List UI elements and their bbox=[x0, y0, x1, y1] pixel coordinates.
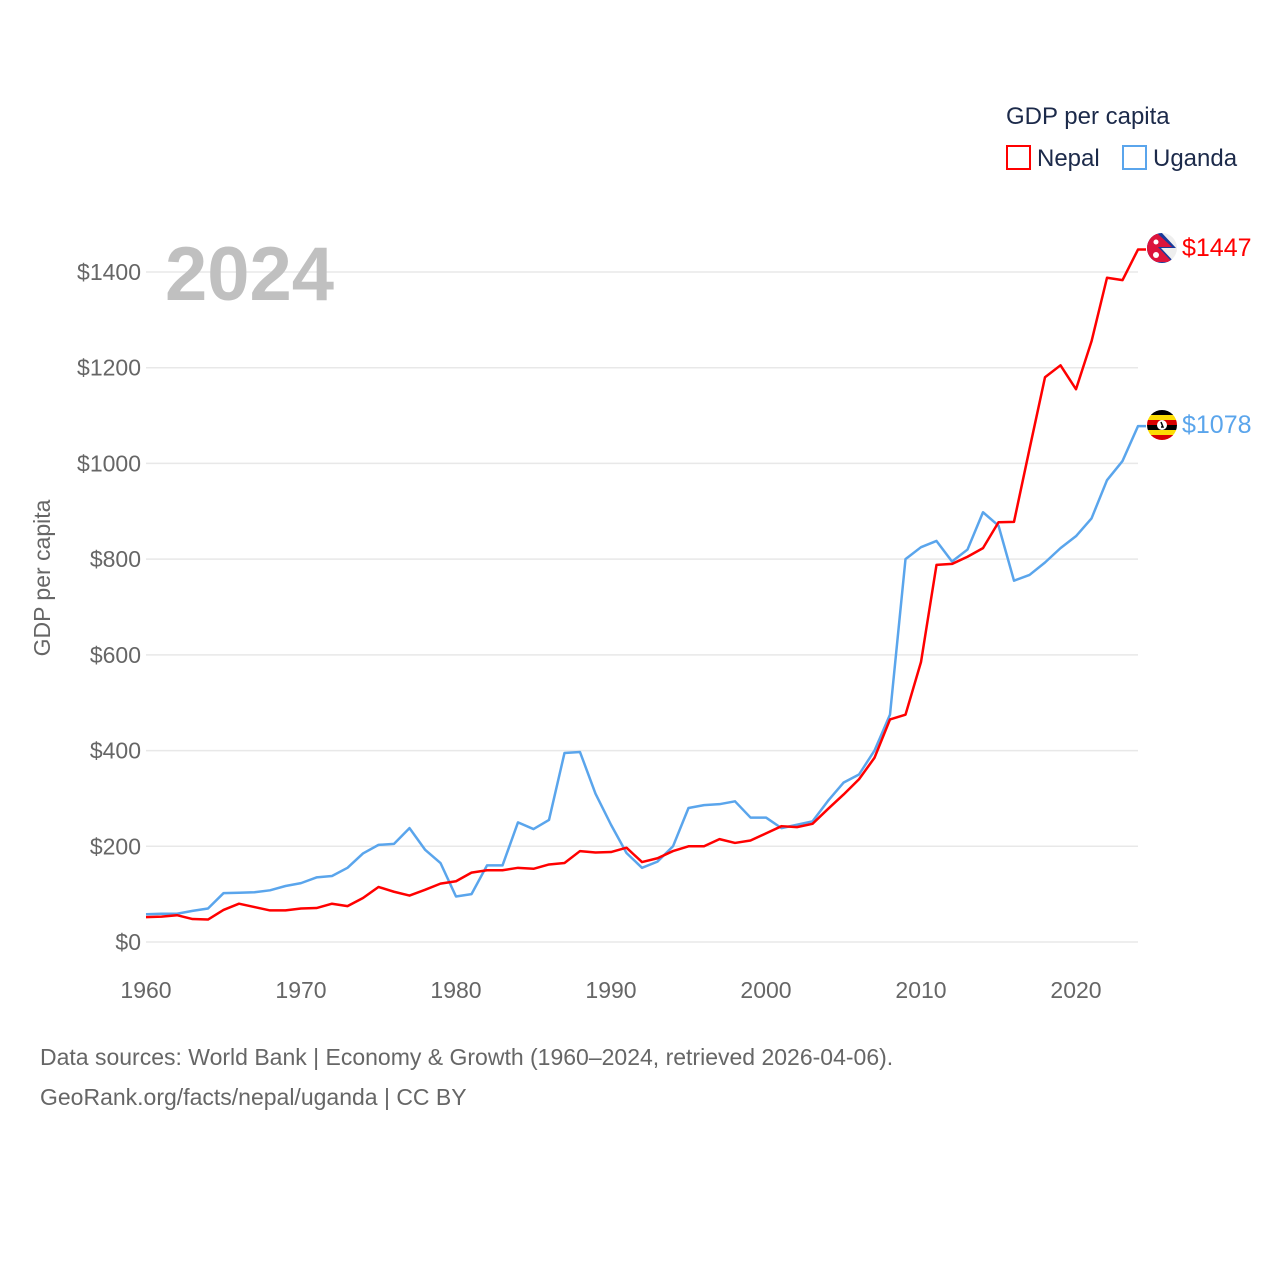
uganda-series-line bbox=[145, 424, 1146, 916]
x-tick-label: 1970 bbox=[275, 977, 326, 1003]
uganda-end-label: $1078 bbox=[1182, 411, 1252, 439]
nepal-flag-icon bbox=[1147, 233, 1177, 263]
legend-title: GDP per capita bbox=[1006, 103, 1170, 130]
nepal-series-line bbox=[145, 248, 1146, 921]
legend-swatch-nepal bbox=[1006, 145, 1031, 170]
y-tick-label: $1000 bbox=[77, 450, 141, 476]
x-tick-label: 2020 bbox=[1050, 977, 1101, 1003]
y-tick-label: $600 bbox=[90, 642, 141, 668]
nepal-end-label: $1447 bbox=[1182, 234, 1252, 262]
x-tick-label: 1990 bbox=[585, 977, 636, 1003]
footer-link: GeoRank.org/facts/nepal/uganda | CC BY bbox=[40, 1084, 467, 1110]
y-tick-label: $0 bbox=[115, 929, 141, 955]
x-tick-label: 2000 bbox=[740, 977, 791, 1003]
x-tick-label: 1980 bbox=[430, 977, 481, 1003]
x-tick-label: 1960 bbox=[120, 977, 171, 1003]
x-tick-label: 2010 bbox=[895, 977, 946, 1003]
y-tick-label: $400 bbox=[90, 738, 141, 764]
year-watermark: 2024 bbox=[165, 232, 334, 317]
legend-label-uganda: Uganda bbox=[1153, 145, 1238, 172]
legend-label-nepal: Nepal bbox=[1037, 145, 1100, 172]
y-tick-label: $1200 bbox=[77, 355, 141, 381]
y-tick-label: $200 bbox=[90, 833, 141, 859]
y-axis-label: GDP per capita bbox=[29, 499, 55, 656]
uganda-flag-icon bbox=[1147, 410, 1177, 440]
legend-swatch-uganda bbox=[1122, 145, 1147, 170]
y-tick-label: $1400 bbox=[77, 259, 141, 285]
y-tick-label: $800 bbox=[90, 546, 141, 572]
footer-sources: Data sources: World Bank | Economy & Gro… bbox=[40, 1044, 894, 1070]
